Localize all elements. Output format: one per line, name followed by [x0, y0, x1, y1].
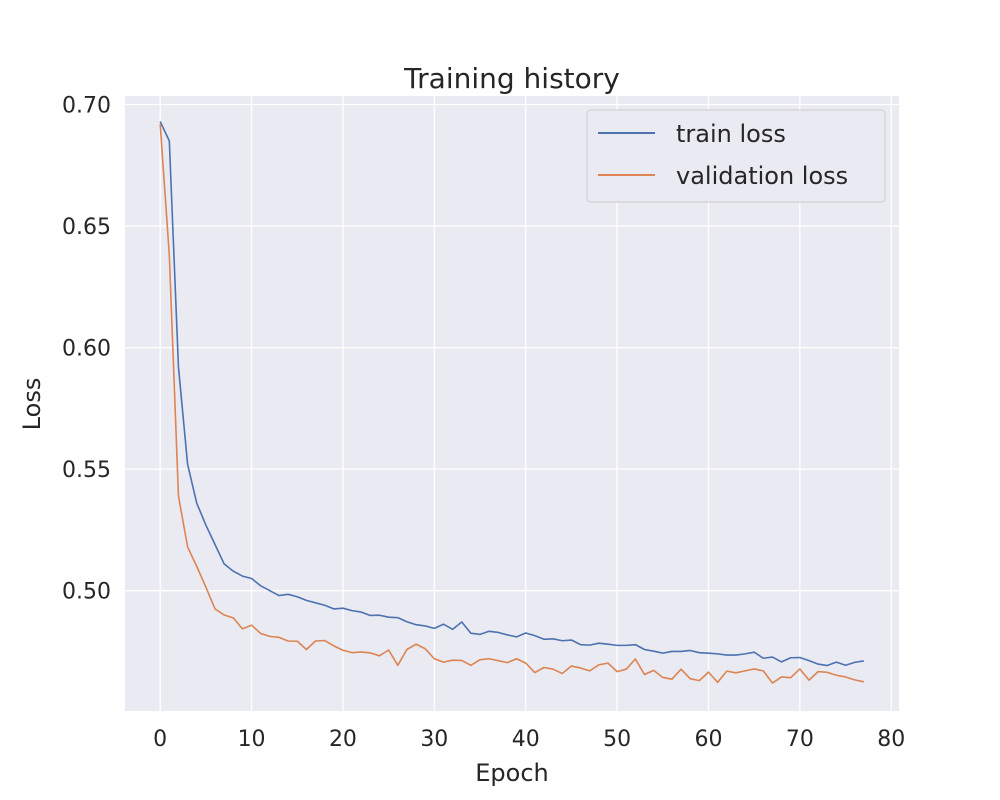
legend-label-validation-loss: validation loss	[676, 162, 848, 190]
x-axis-label: Epoch	[475, 759, 549, 787]
x-tick-label: 60	[694, 727, 722, 752]
x-tick-label: 70	[786, 727, 814, 752]
x-tick-labels: 0 10 20 30 40 50 60 70 80	[153, 727, 905, 752]
y-tick-label: 0.50	[62, 580, 111, 605]
series-lines	[159, 121, 864, 684]
series-line-validation-loss	[159, 123, 864, 684]
legend-box	[586, 109, 886, 203]
x-tick-label: 80	[877, 727, 905, 752]
y-tick-label: 0.60	[62, 337, 111, 362]
y-tick-label: 0.70	[62, 94, 111, 119]
x-tick-label: 40	[512, 727, 540, 752]
x-tick-label: 30	[420, 727, 448, 752]
y-tick-label: 0.65	[62, 215, 111, 240]
x-tick-label: 10	[238, 727, 266, 752]
legend: train loss validation loss	[586, 109, 886, 203]
y-tick-labels: 0.50 0.55 0.60 0.65 0.70	[62, 94, 111, 605]
x-tick-label: 20	[329, 727, 357, 752]
legend-label-train-loss: train loss	[676, 120, 786, 148]
series-line-train-loss	[159, 121, 864, 667]
y-tick-label: 0.55	[62, 458, 111, 483]
y-axis-label: Loss	[18, 378, 46, 431]
chart-title: Training history	[403, 62, 620, 95]
x-tick-label: 0	[153, 727, 167, 752]
x-tick-label: 50	[603, 727, 631, 752]
